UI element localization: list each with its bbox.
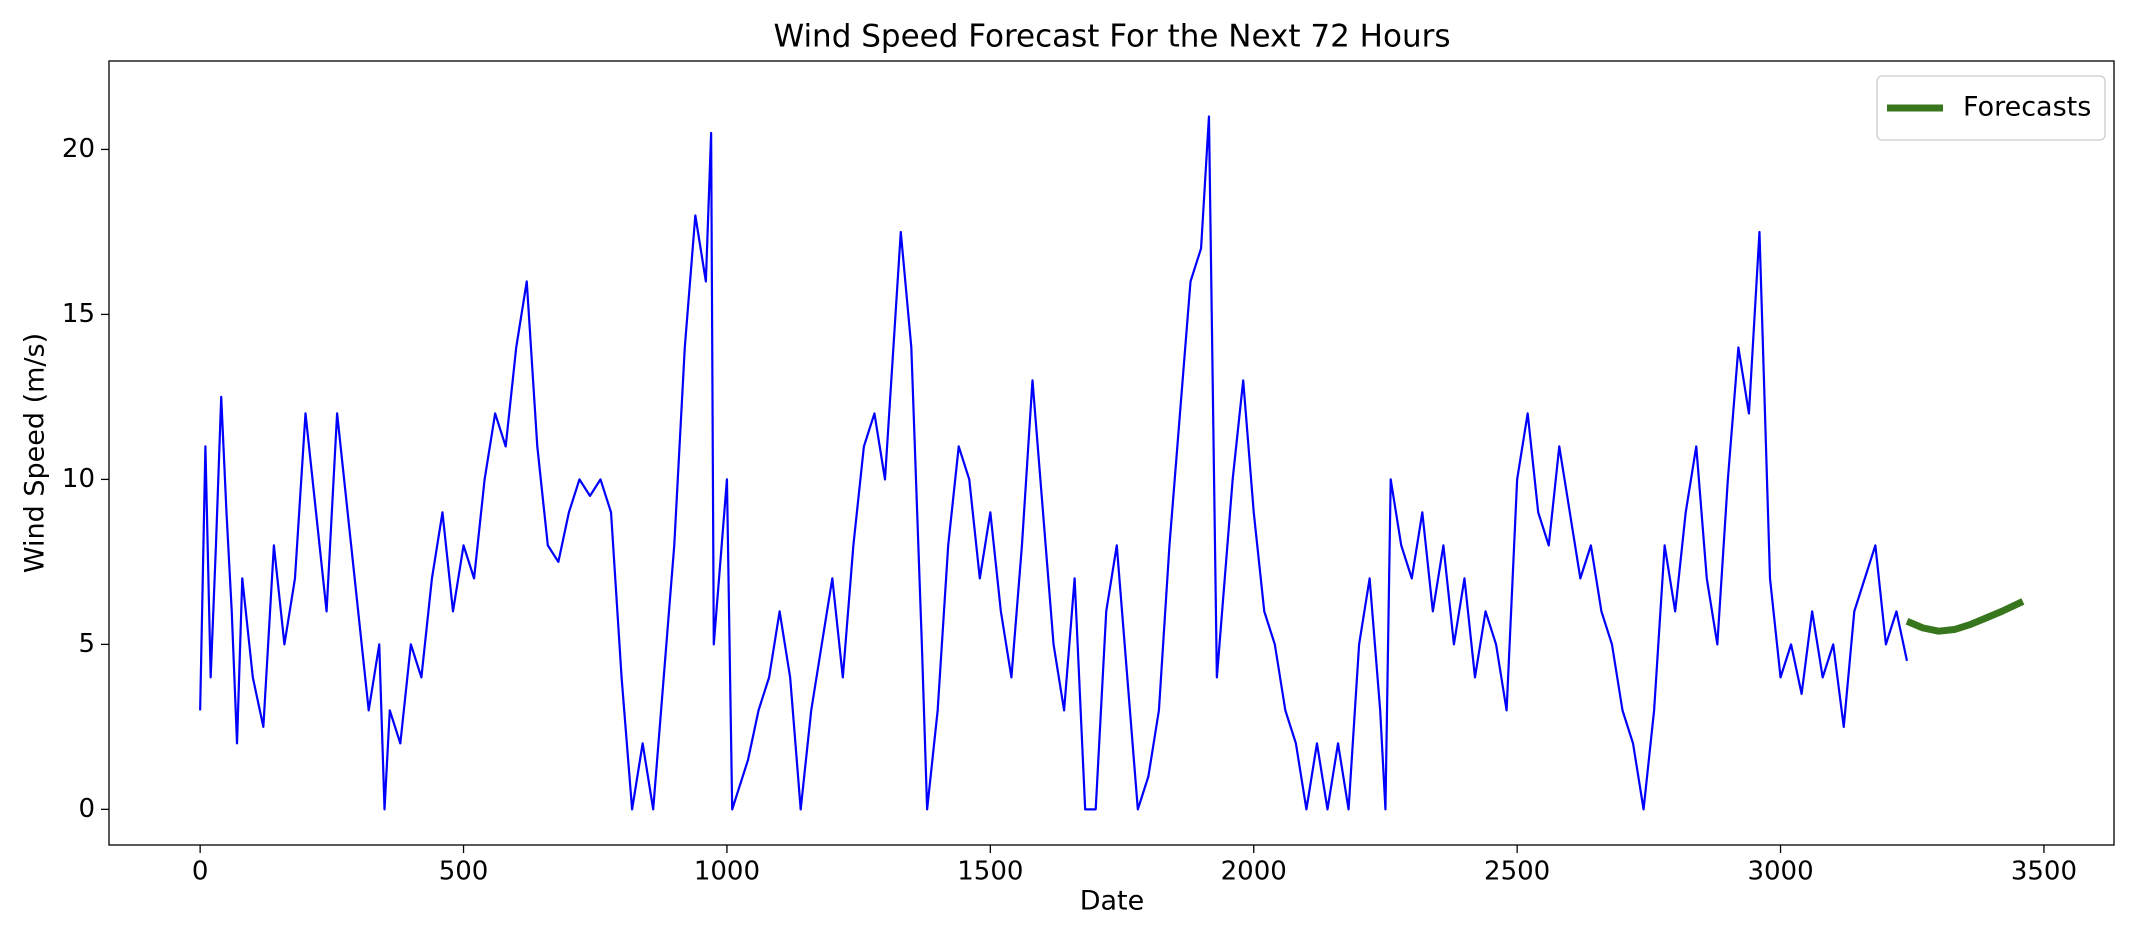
x-tick-label: 0 xyxy=(192,857,209,887)
x-tick-label: 3500 xyxy=(2011,857,2077,887)
y-tick-label: 10 xyxy=(62,464,95,494)
plot-frame xyxy=(108,60,2115,846)
x-tick-label: 2000 xyxy=(1221,857,1287,887)
x-axis-label: Date xyxy=(1080,886,1145,917)
y-tick-label: 20 xyxy=(62,134,95,164)
data-line xyxy=(1905,598,2025,635)
legend-box xyxy=(1876,75,2106,141)
x-tick-label: 500 xyxy=(439,857,489,887)
y-tick-label: 15 xyxy=(62,299,95,329)
x-tick-label: 2500 xyxy=(1484,857,1550,887)
y-tick-label: 0 xyxy=(78,794,95,824)
data-line xyxy=(199,115,1909,811)
x-tick-label: 1000 xyxy=(694,857,760,887)
chart-title: Wind Speed Forecast For the Next 72 Hour… xyxy=(773,19,1450,55)
y-axis-label: Wind Speed (m/s) xyxy=(20,333,51,573)
x-tick-label: 3000 xyxy=(1747,857,1813,887)
y-tick-label: 5 xyxy=(78,629,95,659)
x-tick-label: 1500 xyxy=(957,857,1023,887)
legend-label: Forecasts xyxy=(1963,92,2091,123)
